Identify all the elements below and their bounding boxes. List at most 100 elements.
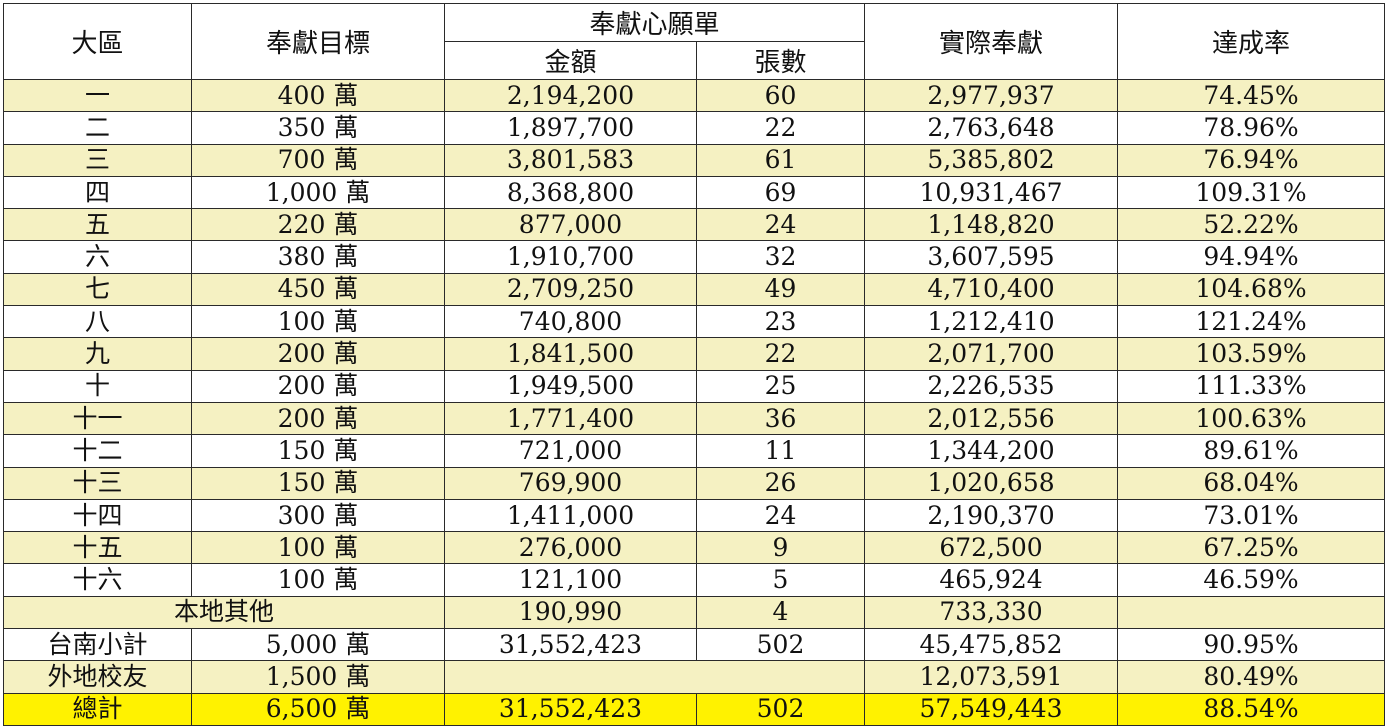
target-cell: 100 萬 <box>191 305 445 339</box>
count-cell: 25 <box>695 369 866 403</box>
region-cell: 十四 <box>3 498 192 533</box>
amount-cell: 2,709,250 <box>444 272 697 307</box>
table-row: 九 200 萬 1,841,500 22 2,071,700 103.59% <box>3 337 1386 371</box>
amount-cell: 2,194,200 <box>444 78 697 113</box>
region-cell: 五 <box>3 208 192 242</box>
actual-cell: 1,344,200 <box>864 434 1119 468</box>
table-row: 十五 100 萬 276,000 9 672,500 67.25% <box>3 531 1386 565</box>
local-other-label: 本地其他 <box>3 595 445 630</box>
target-cell: 200 萬 <box>191 369 445 403</box>
rate-cell: 78.96% <box>1117 111 1386 145</box>
amount-cell: 190,990 <box>444 595 697 630</box>
count-cell: 24 <box>695 208 866 242</box>
actual-cell: 465,924 <box>864 563 1119 597</box>
count-cell: 26 <box>695 466 866 500</box>
target-cell: 380 萬 <box>191 240 445 274</box>
actual-cell: 2,226,535 <box>864 369 1119 403</box>
actual-cell: 2,190,370 <box>864 498 1119 533</box>
count-cell: 5 <box>695 563 866 597</box>
count-cell: 502 <box>695 692 866 726</box>
rate-cell: 90.95% <box>1117 628 1386 662</box>
amount-cell: 740,800 <box>444 305 697 339</box>
count-cell: 22 <box>695 337 866 371</box>
actual-cell: 45,475,852 <box>864 628 1119 662</box>
table-row: 十六 100 萬 121,100 5 465,924 46.59% <box>3 563 1386 597</box>
rate-cell: 80.49% <box>1117 660 1386 694</box>
region-cell: 十一 <box>3 401 192 436</box>
table-row: 七 450 萬 2,709,250 49 4,710,400 104.68% <box>3 272 1386 307</box>
rate-cell: 103.59% <box>1117 337 1386 371</box>
count-cell: 61 <box>695 143 866 177</box>
region-cell: 十二 <box>3 434 192 468</box>
header-pledge-group: 奉獻心願單 <box>443 3 866 42</box>
local-other-row: 本地其他 190,990 4 733,330 <box>3 595 1386 630</box>
actual-cell: 3,607,595 <box>864 240 1119 274</box>
rate-cell: 121.24% <box>1117 305 1386 339</box>
header-region: 大區 <box>3 3 192 80</box>
rate-cell: 46.59% <box>1117 563 1386 597</box>
table-row: 十四 300 萬 1,411,000 24 2,190,370 73.01% <box>3 498 1386 533</box>
amount-cell: 1,949,500 <box>444 369 697 403</box>
count-cell: 9 <box>695 531 866 565</box>
total-label: 總計 <box>3 692 192 726</box>
count-cell: 24 <box>695 498 866 533</box>
region-cell: 六 <box>3 240 192 274</box>
rate-cell: 73.01% <box>1117 498 1386 533</box>
table-row: 一 400 萬 2,194,200 60 2,977,937 74.45% <box>3 78 1386 113</box>
rate-cell: 74.45% <box>1117 78 1386 113</box>
count-cell: 49 <box>695 272 866 307</box>
rate-cell <box>1117 595 1386 630</box>
rate-cell: 76.94% <box>1117 143 1386 177</box>
target-cell: 450 萬 <box>191 272 445 307</box>
amount-cell: 721,000 <box>444 434 697 468</box>
target-cell: 1,500 萬 <box>191 660 445 694</box>
amount-cell: 8,368,800 <box>444 175 697 210</box>
region-cell: 二 <box>3 111 192 145</box>
table-row: 十二 150 萬 721,000 11 1,344,200 89.61% <box>3 434 1386 468</box>
rate-cell: 94.94% <box>1117 240 1386 274</box>
count-cell: 36 <box>695 401 866 436</box>
target-cell: 400 萬 <box>191 78 445 113</box>
rate-cell: 104.68% <box>1117 272 1386 307</box>
table-row: 四 1,000 萬 8,368,800 69 10,931,467 109.31… <box>3 175 1386 210</box>
target-cell: 1,000 萬 <box>191 175 445 210</box>
tainan-subtotal-row: 台南小計 5,000 萬 31,552,423 502 45,475,852 9… <box>3 628 1386 662</box>
alumni-elsewhere-row: 外地校友 1,500 萬 12,073,591 80.49% <box>3 660 1386 694</box>
header-rate: 達成率 <box>1117 3 1386 80</box>
rate-cell: 68.04% <box>1117 466 1386 500</box>
amount-cell: 276,000 <box>444 531 697 565</box>
actual-cell: 5,385,802 <box>864 143 1119 177</box>
amount-cell: 877,000 <box>444 208 697 242</box>
rate-cell: 111.33% <box>1117 369 1386 403</box>
target-cell: 150 萬 <box>191 434 445 468</box>
target-cell: 150 萬 <box>191 466 445 500</box>
count-cell: 60 <box>695 78 866 113</box>
rate-cell: 52.22% <box>1117 208 1386 242</box>
region-cell: 四 <box>3 175 192 210</box>
amount-cell: 3,801,583 <box>444 143 697 177</box>
target-cell: 300 萬 <box>191 498 445 533</box>
count-cell: 4 <box>695 595 866 630</box>
count-cell: 502 <box>695 628 866 662</box>
actual-cell: 2,071,700 <box>864 337 1119 371</box>
amount-cell: 1,897,700 <box>444 111 697 145</box>
actual-cell: 1,020,658 <box>864 466 1119 500</box>
alumni-label: 外地校友 <box>3 660 192 694</box>
region-cell: 八 <box>3 305 192 339</box>
amount-cell: 1,841,500 <box>444 337 697 371</box>
actual-cell: 2,012,556 <box>864 401 1119 436</box>
target-cell: 100 萬 <box>191 531 445 565</box>
rate-cell: 67.25% <box>1117 531 1386 565</box>
actual-cell: 57,549,443 <box>864 692 1119 726</box>
donation-summary-table: 大區 奉獻目標 奉獻心願單 實際奉獻 達成率 金額 張數 一 400 萬 2,1… <box>3 3 1386 726</box>
count-cell: 69 <box>695 175 866 210</box>
header-row-1: 大區 奉獻目標 奉獻心願單 實際奉獻 達成率 <box>3 3 1386 80</box>
count-cell: 22 <box>695 111 866 145</box>
rate-cell: 100.63% <box>1117 401 1386 436</box>
target-cell: 100 萬 <box>191 563 445 597</box>
rate-cell: 88.54% <box>1117 692 1386 726</box>
actual-cell: 2,763,648 <box>864 111 1119 145</box>
amount-cell: 31,552,423 <box>444 628 697 662</box>
rate-cell: 89.61% <box>1117 434 1386 468</box>
target-cell: 350 萬 <box>191 111 445 145</box>
